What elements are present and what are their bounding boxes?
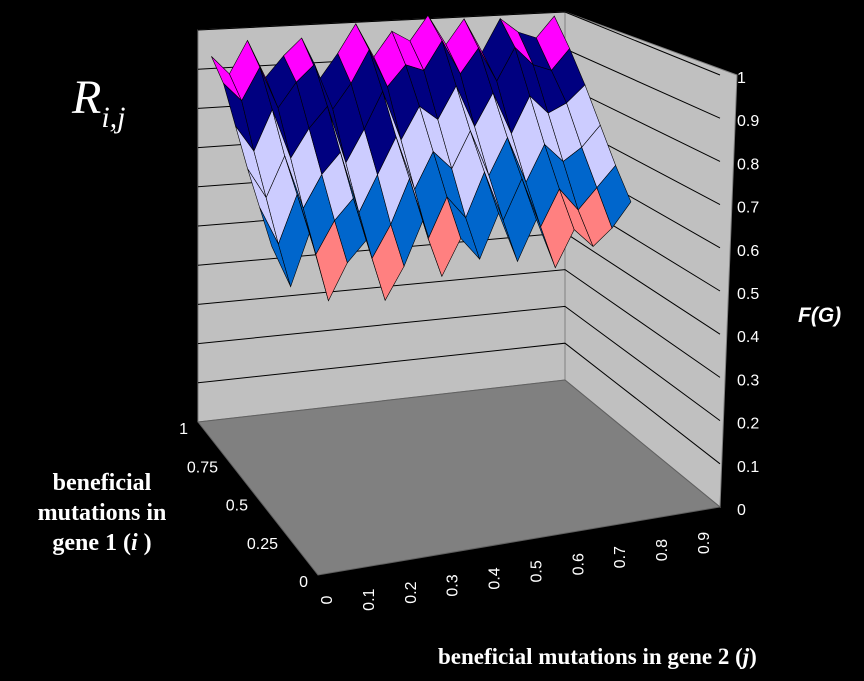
- x-tick-label: 0: [319, 596, 336, 605]
- x-tick-label: 0.8: [654, 539, 671, 561]
- x-axis-label-suffix: ): [749, 644, 757, 669]
- gridline: [197, 269, 721, 378]
- y-axis-label-suffix: ): [137, 530, 152, 556]
- gridline: [197, 342, 721, 465]
- gridline: [197, 305, 721, 422]
- floor: [197, 379, 722, 576]
- z-axis-label: F(G): [798, 304, 842, 327]
- z-tick-label: 0.4: [737, 329, 759, 346]
- x-axis-label-prefix: beneficial mutations in gene 2 (: [438, 644, 743, 669]
- y-tick-label: 0.75: [187, 459, 218, 476]
- x-axis-label-var: j: [742, 644, 750, 669]
- x-tick-label: 0.5: [528, 560, 545, 582]
- y-tick-label: 0.5: [226, 498, 248, 515]
- chart-title-subscript: i,j: [101, 101, 126, 134]
- y-tick-label: 1: [179, 421, 188, 438]
- x-tick-label: 0.7: [612, 546, 629, 568]
- z-tick-label: 0: [737, 502, 746, 519]
- x-tick-label: 0.9: [696, 532, 713, 554]
- x-tick-label: 0.6: [570, 553, 587, 575]
- x-tick-label: 0.3: [445, 574, 462, 596]
- z-tick-label: 1: [737, 70, 746, 87]
- z-tick-label: 0.9: [737, 113, 759, 130]
- z-tick-label: 0.7: [737, 200, 759, 217]
- y-tick-label: 0: [299, 574, 308, 591]
- x-tick-label: 0.1: [361, 588, 378, 610]
- z-tick-label: 0.2: [737, 416, 759, 433]
- x-axis-label: beneficial mutations in gene 2 (j): [438, 644, 757, 670]
- y-tick-label: 0.25: [247, 536, 278, 553]
- z-tick-label: 0.8: [737, 156, 759, 173]
- y-axis-label-prefix: beneficial mutations in gene 1 (: [37, 470, 167, 556]
- surface-patch: [596, 164, 632, 229]
- gridline: [197, 11, 721, 76]
- z-tick-label: 0.5: [737, 286, 759, 303]
- tick-labels: 0 0.1 0.2 0.3 0.4 0.5 0.6 0.7 0.8 0.9 1 0 0.25 0.5 0.7…: [179, 70, 759, 611]
- z-tick-label: 0.1: [737, 459, 759, 476]
- y-axis-label: beneficial mutations in gene 1 (i ): [18, 468, 186, 558]
- y-axis-label-var: i: [130, 530, 138, 556]
- z-tick-label: 0.3: [737, 372, 759, 389]
- z-tick-label: 0.6: [737, 243, 759, 260]
- x-tick-label: 0.4: [487, 567, 504, 589]
- chart-title: Ri,j: [72, 71, 126, 134]
- surface-plot: [211, 14, 632, 302]
- x-tick-label: 0.2: [403, 581, 420, 603]
